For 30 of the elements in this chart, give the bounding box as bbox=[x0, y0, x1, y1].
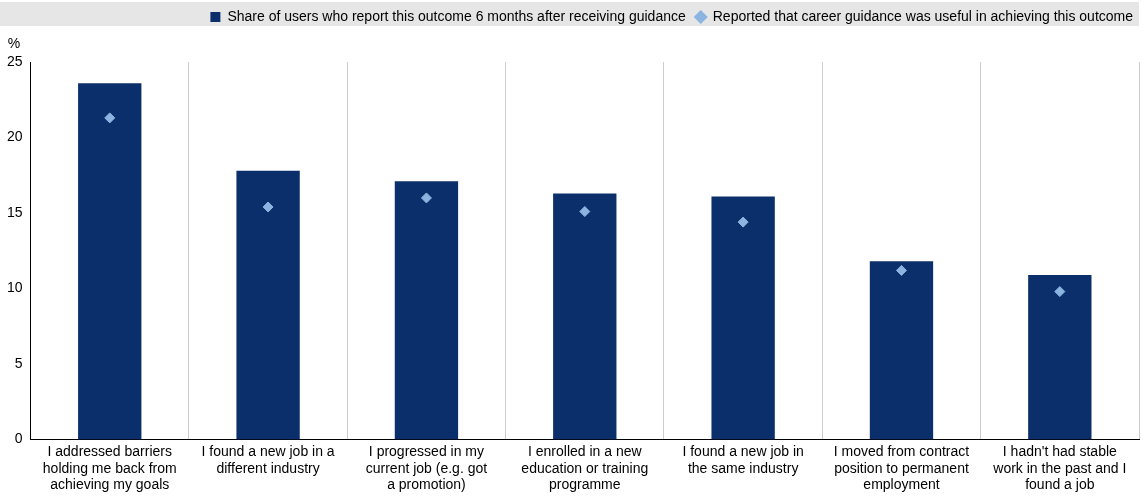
x-tick-label: I addressed barriers holding me back from achieving my goals bbox=[42, 442, 177, 493]
y-tick-label: 10 bbox=[6, 279, 23, 296]
bar bbox=[394, 181, 459, 440]
point bbox=[737, 216, 749, 228]
point bbox=[1054, 286, 1066, 298]
y-tick-label: 20 bbox=[6, 128, 23, 145]
y-axis-title: % bbox=[7, 34, 21, 51]
x-tick-label: I hadn't had stable work in the past and I found a job bbox=[992, 442, 1127, 493]
y-tick-label: 15 bbox=[6, 203, 23, 220]
point bbox=[579, 206, 591, 218]
x-tick-label: I found a new job in a different industry bbox=[201, 442, 335, 476]
bar bbox=[711, 196, 775, 440]
bar bbox=[78, 83, 142, 440]
point bbox=[262, 201, 274, 213]
x-tick-label: I moved from contract position to permanent employment bbox=[833, 442, 970, 493]
point bbox=[420, 192, 432, 204]
y-tick-label: 0 bbox=[14, 430, 23, 447]
point bbox=[895, 264, 907, 276]
bar bbox=[869, 261, 934, 440]
x-tick-label: I enrolled in a new education or training programme bbox=[521, 442, 649, 493]
bar bbox=[1028, 274, 1092, 440]
bar bbox=[236, 170, 300, 440]
x-tick-label: I progressed in my current job (e.g. got a promotion) bbox=[365, 442, 488, 493]
legend-label: Share of users who report this outcome 6 months after receiving guidance bbox=[227, 7, 686, 24]
legend-label: Reported that career guidance was useful in achieving this outcome bbox=[712, 7, 1134, 24]
point bbox=[104, 112, 116, 124]
x-tick-label: I found a new job in the same industry bbox=[682, 442, 804, 476]
y-tick-label: 5 bbox=[14, 354, 23, 371]
y-tick-label: 25 bbox=[6, 52, 23, 69]
bar bbox=[553, 193, 617, 440]
